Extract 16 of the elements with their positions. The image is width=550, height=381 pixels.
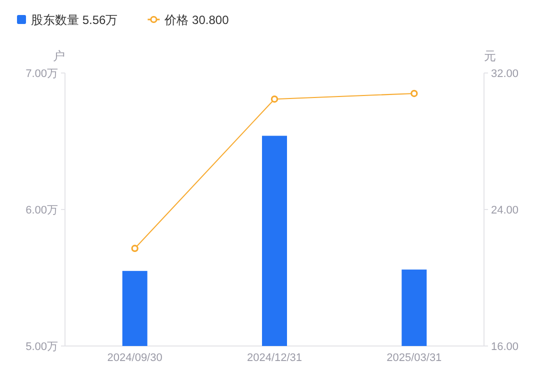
y2-tick-label: 32.00 bbox=[491, 68, 519, 80]
point bbox=[270, 96, 278, 103]
y-tick-label: 5.00万 bbox=[26, 341, 58, 353]
point bbox=[410, 90, 418, 98]
y-tick-label: 6.00万 bbox=[26, 204, 58, 216]
legend-label: 价格 30.800 bbox=[164, 13, 230, 27]
y2-tick-label: 16.00 bbox=[491, 341, 519, 353]
point bbox=[131, 244, 138, 252]
y-tick-label: 7.00万 bbox=[26, 68, 58, 80]
x-tick-label: 2025/03/31 bbox=[386, 352, 442, 364]
y2-axis-title: 元 bbox=[484, 49, 496, 63]
y2-tick-label: 24.00 bbox=[491, 204, 519, 216]
y-axis-title: 户 bbox=[53, 49, 65, 63]
x-tick-label: 2024/12/31 bbox=[246, 352, 302, 364]
x-tick-label: 2024/09/30 bbox=[107, 352, 162, 364]
legend-label: 股东数量 5.56万 bbox=[31, 13, 118, 27]
